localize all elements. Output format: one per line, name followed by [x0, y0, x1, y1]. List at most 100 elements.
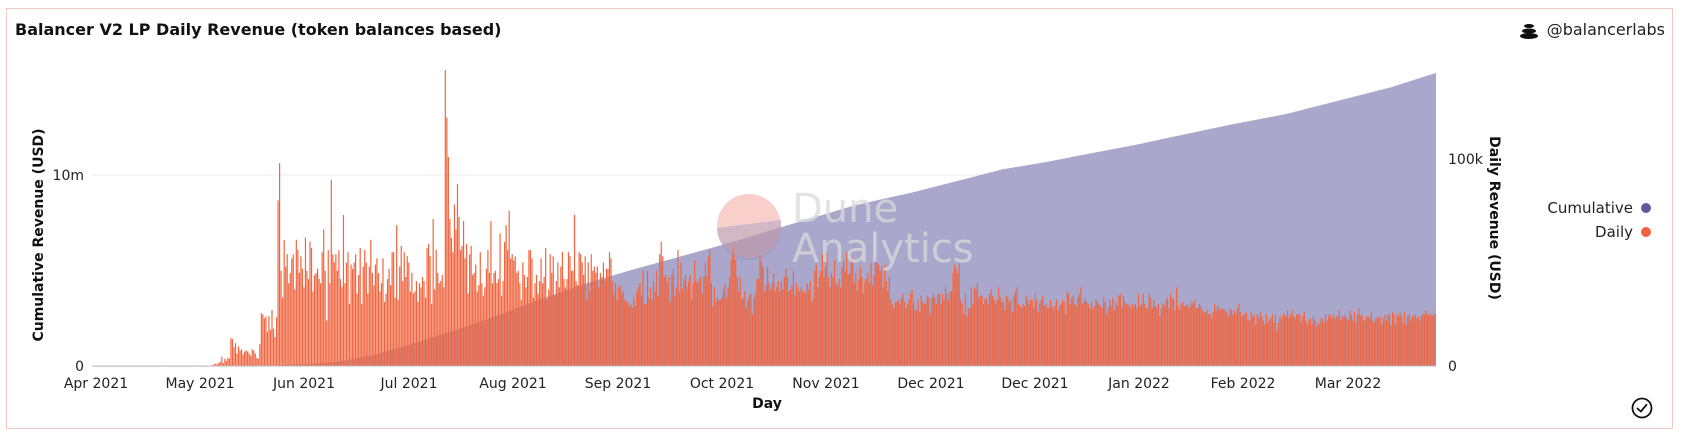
- daily-bar: [607, 268, 609, 366]
- daily-bar: [879, 270, 881, 366]
- daily-bar: [931, 297, 933, 366]
- daily-bar: [703, 276, 705, 366]
- daily-bar: [908, 299, 910, 366]
- checkmark-circle-icon[interactable]: [1631, 397, 1653, 419]
- daily-bar: [1265, 314, 1267, 366]
- daily-bar: [417, 301, 419, 366]
- daily-bar: [590, 254, 592, 366]
- daily-bar: [385, 293, 387, 366]
- daily-bar: [947, 299, 950, 366]
- daily-bar: [358, 274, 360, 366]
- daily-bar: [376, 258, 378, 366]
- daily-bar: [1352, 320, 1354, 366]
- watermark-logo: [717, 194, 781, 258]
- daily-bar: [990, 289, 992, 366]
- daily-bar: [295, 239, 297, 366]
- daily-bar: [402, 281, 404, 366]
- daily-bar: [1309, 318, 1311, 366]
- daily-bar: [420, 287, 422, 366]
- author-badge[interactable]: @balancerlabs: [1519, 20, 1665, 39]
- daily-bar: [297, 250, 299, 366]
- daily-bar: [268, 316, 270, 366]
- daily-bar: [542, 283, 544, 366]
- daily-bar: [464, 258, 466, 366]
- daily-bar: [1106, 314, 1108, 366]
- daily-bar: [1224, 310, 1226, 366]
- daily-bar: [906, 303, 909, 366]
- daily-bar: [224, 358, 226, 366]
- daily-bar: [1229, 308, 1231, 366]
- daily-bar: [1055, 299, 1058, 366]
- daily-bar: [545, 248, 547, 366]
- daily-bar: [751, 314, 754, 366]
- daily-bar: [400, 245, 402, 366]
- daily-bar: [871, 285, 874, 366]
- daily-bar: [695, 281, 697, 366]
- daily-bar: [592, 270, 594, 366]
- daily-bar: [855, 272, 857, 366]
- daily-bar: [797, 287, 799, 366]
- daily-bar: [514, 256, 516, 366]
- daily-bar: [438, 283, 440, 366]
- daily-bar: [577, 285, 579, 366]
- daily-bar: [339, 279, 342, 366]
- legend-item-daily[interactable]: Daily: [1547, 220, 1651, 244]
- daily-bar: [754, 293, 757, 366]
- daily-bar: [1402, 322, 1404, 366]
- daily-bar: [1063, 301, 1065, 366]
- daily-bar: [794, 295, 796, 366]
- daily-bar: [858, 279, 860, 366]
- daily-bar: [551, 272, 553, 366]
- y-tick-label-right: 100k: [1448, 152, 1484, 168]
- daily-bar: [806, 283, 808, 366]
- daily-bar: [383, 301, 386, 366]
- daily-bar: [712, 305, 714, 366]
- daily-bar: [250, 355, 252, 366]
- daily-bar: [570, 270, 573, 366]
- daily-bar: [651, 299, 653, 366]
- daily-bar: [1075, 305, 1077, 366]
- daily-bar: [768, 283, 770, 366]
- daily-bar: [1416, 318, 1418, 366]
- daily-bar: [1358, 308, 1360, 366]
- daily-bar: [826, 252, 828, 366]
- daily-bar: [1166, 297, 1169, 366]
- daily-bar: [355, 254, 357, 366]
- daily-bar: [1100, 305, 1102, 366]
- daily-bar: [466, 243, 468, 366]
- daily-bar: [660, 241, 662, 366]
- daily-bar: [362, 266, 364, 366]
- daily-bar: [621, 293, 623, 366]
- daily-bar: [292, 254, 294, 366]
- daily-bar: [771, 283, 773, 366]
- daily-bar: [1004, 310, 1006, 366]
- daily-bar: [1343, 316, 1345, 366]
- daily-bar: [1124, 301, 1126, 366]
- daily-bar: [788, 291, 790, 366]
- daily-bar: [1162, 303, 1164, 366]
- daily-bar: [878, 264, 880, 366]
- daily-bar: [1276, 330, 1278, 366]
- daily-bar: [941, 293, 944, 366]
- daily-bar: [624, 299, 626, 366]
- daily-bar: [966, 316, 968, 366]
- daily-bar: [236, 353, 238, 366]
- daily-bar: [791, 285, 793, 366]
- daily-bar: [534, 283, 536, 366]
- daily-bar: [452, 252, 454, 366]
- daily-bar: [987, 303, 989, 366]
- daily-bar: [1378, 318, 1380, 366]
- daily-bar: [1046, 308, 1048, 366]
- daily-bar: [1410, 320, 1412, 366]
- daily-bar: [415, 281, 418, 366]
- y-tick-label-left: 10m: [53, 168, 84, 184]
- daily-bar: [1311, 324, 1313, 366]
- daily-bar: [911, 289, 913, 366]
- daily-bar: [467, 293, 469, 366]
- daily-bar: [923, 303, 925, 366]
- daily-bar: [1288, 318, 1290, 366]
- daily-bar: [499, 233, 501, 366]
- daily-bar: [773, 272, 775, 366]
- daily-bar: [426, 248, 428, 366]
- legend-item-cumulative[interactable]: Cumulative: [1547, 196, 1651, 220]
